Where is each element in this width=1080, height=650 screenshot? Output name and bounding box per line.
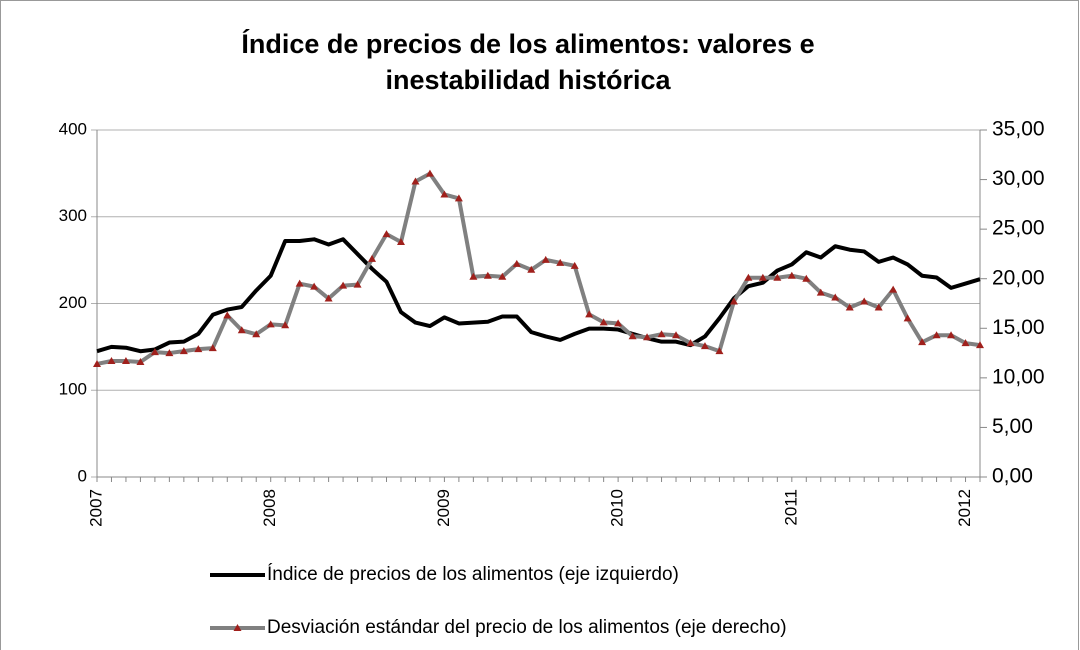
marker [657,330,666,338]
marker [773,273,782,281]
marker [672,331,681,339]
marker [368,254,377,262]
marker [237,326,246,334]
y2-tick-label: 15,00 [992,316,1045,339]
marker [281,321,290,329]
marker [961,339,970,347]
y-tick-label: 300 [59,206,87,225]
x-tick-label: 2008 [260,489,279,527]
marker [136,357,145,365]
marker [252,330,261,338]
marker [860,297,869,305]
marker [194,345,203,353]
marker [816,288,825,296]
y2-tick-label: 35,00 [992,118,1045,141]
series-line [96,237,981,354]
y2-tick-label: 0,00 [992,465,1033,488]
marker [339,281,348,289]
marker [179,347,188,355]
chart-title: Índice de precios de los alimentos: valo… [241,28,814,59]
marker [324,294,333,302]
marker [295,279,304,287]
marker [932,331,941,339]
marker [831,293,840,301]
y-tick-label: 400 [59,119,87,138]
marker [208,344,217,352]
marker [541,255,550,263]
marker [396,238,405,246]
marker [758,273,767,281]
y2-tick-label: 5,00 [992,415,1033,438]
marker [903,314,912,322]
marker [802,274,811,282]
marker [121,357,130,365]
y2-tick-label: 25,00 [992,217,1045,240]
marker [729,297,738,305]
y-tick-label: 200 [59,293,87,312]
marker [150,348,159,356]
marker [93,359,101,367]
legend-marker [233,624,242,631]
marker [165,349,174,357]
marker [889,285,898,293]
y2-tick-label: 30,00 [992,167,1045,190]
marker [614,319,623,327]
marker [483,271,492,279]
x-tick-label: 2009 [434,489,453,527]
y-tick-label: 100 [59,380,87,399]
marker [512,259,521,267]
x-tick-label: 2007 [86,489,105,527]
x-tick-label: 2010 [608,489,627,527]
marker [976,341,984,349]
chart-title: inestabilidad histórica [385,65,671,95]
marker [585,310,594,318]
marker [947,331,956,339]
marker [382,230,391,238]
marker [440,190,449,198]
marker [700,342,709,350]
marker [686,339,695,347]
marker [715,347,724,355]
marker [353,280,362,288]
marker [874,303,883,311]
marker [469,272,478,280]
marker [266,320,275,328]
legend-label: Índice de precios de los alimentos (eje … [267,564,679,585]
x-tick-label: 2012 [955,489,974,527]
marker [643,333,652,341]
marker [107,357,116,365]
marker [498,272,507,280]
marker [845,303,854,311]
marker [411,177,420,185]
marker [223,311,232,319]
y2-tick-label: 10,00 [992,365,1045,388]
marker [628,332,637,340]
marker [918,338,927,346]
marker [454,194,463,202]
marker [310,282,319,290]
marker [527,265,536,273]
legend-label: Desviación estándar del precio de los al… [267,617,787,638]
marker [425,169,434,177]
marker [787,271,796,279]
y-tick-label: 0 [78,466,87,485]
marker [744,273,753,281]
marker [556,258,565,266]
x-tick-label: 2011 [781,489,800,526]
marker [570,261,579,269]
marker [599,318,608,326]
y2-tick-label: 20,00 [992,266,1045,289]
